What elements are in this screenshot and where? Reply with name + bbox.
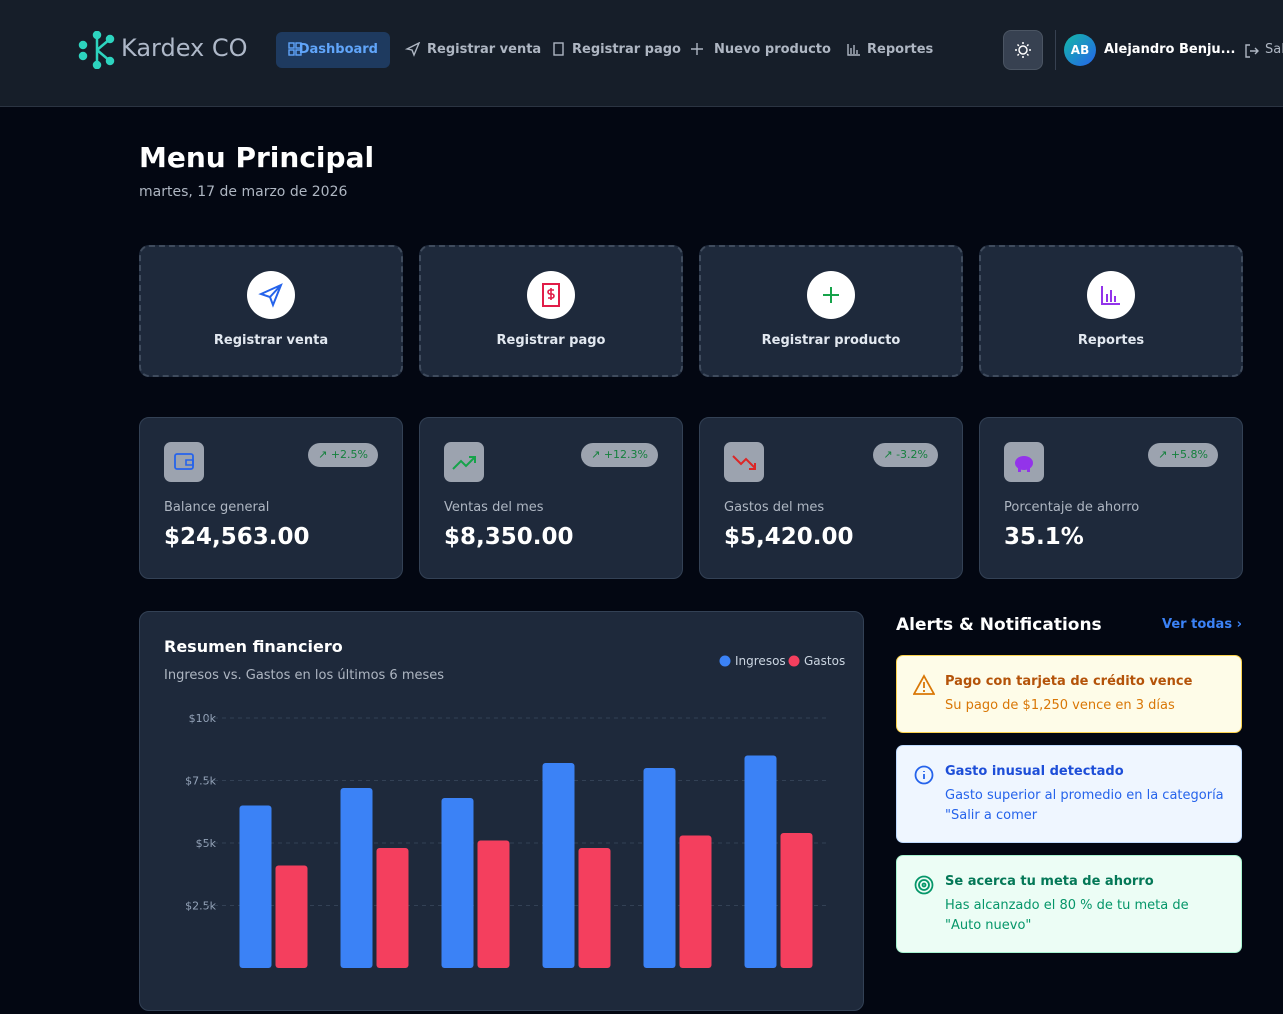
bar — [275, 865, 308, 968]
stat-card: ↗ +12.3% Ventas del mes $8,350.00 — [419, 417, 683, 579]
bar — [441, 798, 474, 968]
label: Registrar venta — [213, 333, 329, 348]
brand: Kardex CO — [121, 34, 248, 62]
alert-title: Pago con tarjeta de crédito vence — [945, 674, 1193, 689]
bar — [643, 768, 676, 968]
change: ↗ +2.5% — [308, 443, 378, 467]
value: $24,563.00 — [164, 524, 310, 550]
chart-title: Resumen financiero — [164, 637, 343, 656]
alert-text: Gasto superior al promedio en la categor… — [945, 788, 1224, 823]
bar — [679, 835, 712, 968]
logout[interactable]: Salir — [1265, 42, 1283, 57]
bar — [239, 805, 272, 968]
alert: Gasto inusual detectado Gasto superior al… — [896, 745, 1242, 843]
icon — [452, 456, 476, 470]
y-tick-label: $7.5k — [185, 775, 216, 788]
bar — [542, 763, 575, 968]
value: $8,350.00 — [444, 524, 574, 550]
legend-label: Ingresos — [735, 654, 786, 668]
quick-action[interactable]: Registrar producto — [699, 245, 963, 377]
alerts-link[interactable]: Ver todas › — [1162, 617, 1242, 632]
icon — [1015, 456, 1033, 472]
quick-action[interactable]: Reportes — [979, 245, 1243, 377]
stat-card: ↗ +5.8% Porcentaje de ahorro 35.1% — [979, 417, 1243, 579]
nav-item[interactable]: Registrar pago — [572, 42, 681, 57]
top-bar: Kardex CO Dashboard Registrar venta Regi… — [0, 0, 1283, 107]
alerts-title: Alerts & Notifications — [896, 615, 1102, 635]
icon — [914, 875, 934, 895]
bar — [340, 788, 373, 968]
page-title: Menu Principal — [139, 141, 375, 174]
icon — [1101, 286, 1120, 305]
avatar: AB — [1064, 34, 1096, 66]
logo-icon — [78, 31, 115, 69]
legend-dot — [788, 655, 800, 667]
label: Gastos del mes — [724, 500, 825, 515]
value: 35.1% — [1004, 524, 1084, 550]
nav-icons — [288, 42, 860, 57]
icon — [823, 287, 839, 303]
quick-action[interactable]: Registrar pago — [419, 245, 683, 377]
legend-label: Gastos — [804, 654, 845, 668]
y-tick-label: $2.5k — [185, 900, 216, 913]
bar — [578, 848, 611, 968]
label: Porcentaje de ahorro — [1004, 500, 1140, 515]
label: Reportes — [1077, 333, 1145, 348]
sun-icon — [1015, 42, 1031, 58]
user-name: Alejandro Benju... — [1104, 42, 1236, 57]
nav-item[interactable]: Nuevo producto — [714, 42, 831, 57]
nav-dashboard[interactable]: Dashboard — [276, 32, 390, 68]
quick-action[interactable]: Registrar venta — [139, 245, 403, 377]
theme-toggle[interactable] — [1003, 30, 1043, 70]
label: Ventas del mes — [444, 500, 544, 515]
bar — [780, 833, 813, 968]
alert-title: Gasto inusual detectado — [945, 764, 1124, 779]
alert: Pago con tarjeta de crédito vence Su pago… — [896, 655, 1242, 733]
page-date: martes, 17 de marzo de 2026 — [139, 184, 348, 200]
stat-card: ↗ +2.5% Balance general $24,563.00 — [139, 417, 403, 579]
alert-title: Se acerca tu meta de ahorro — [945, 874, 1154, 889]
chart-card: Resumen financiero Ingresos vs. Gastos e… — [139, 611, 864, 1011]
label: Registrar producto — [761, 333, 901, 348]
alert: Se acerca tu meta de ahorro Has alcanzado… — [896, 855, 1242, 953]
chart-subtitle: Ingresos vs. Gastos en los últimos 6 mes… — [164, 668, 444, 683]
icon — [258, 283, 283, 308]
icon — [913, 674, 935, 695]
bar — [744, 755, 777, 968]
bar — [376, 848, 409, 968]
icon — [542, 283, 560, 307]
change: ↗ +12.3% — [581, 443, 658, 467]
bar — [477, 840, 510, 968]
logout-icon — [1245, 44, 1259, 58]
change: ↗ +5.8% — [1148, 443, 1218, 467]
icon — [174, 453, 194, 470]
icon — [732, 455, 756, 470]
label: Balance general — [164, 500, 270, 515]
legend-dot — [719, 655, 731, 667]
alert-text: Su pago de $1,250 vence en 3 días — [945, 698, 1175, 713]
icon — [914, 765, 934, 785]
y-tick-label: $10k — [189, 712, 217, 725]
label: Registrar pago — [496, 333, 606, 348]
alert-text: Has alcanzado el 80 % de tu meta de "Aut… — [945, 898, 1189, 933]
divider — [1055, 30, 1056, 70]
chart: Resumen financiero Ingresos vs. Gastos e… — [164, 637, 845, 968]
value: $5,420.00 — [724, 524, 854, 550]
change: ↗ -3.2% — [873, 443, 938, 467]
nav-item[interactable]: Registrar venta — [427, 42, 542, 57]
nav-item[interactable]: Reportes — [867, 42, 934, 57]
stat-card: ↗ -3.2% Gastos del mes $5,420.00 — [699, 417, 963, 579]
